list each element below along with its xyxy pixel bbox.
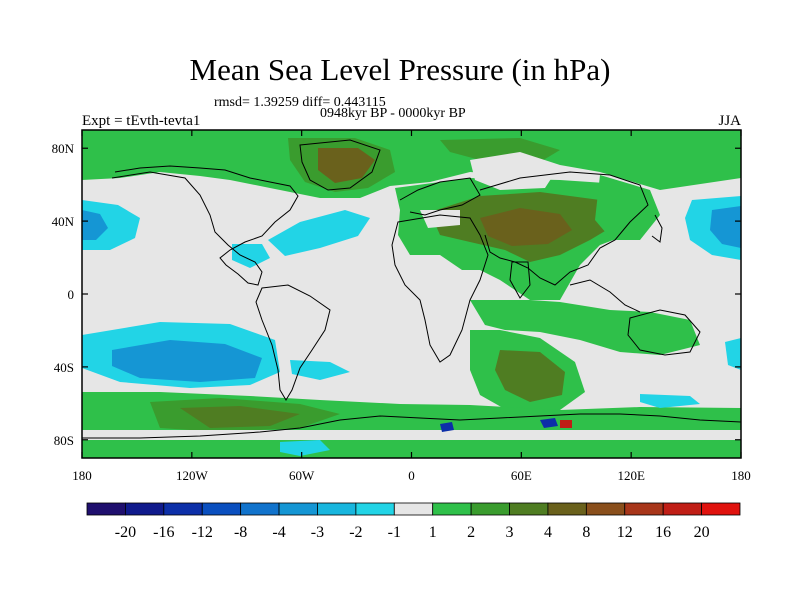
colorbar-level-label: 2 (467, 524, 475, 541)
antarctic-interior (82, 440, 741, 458)
colorbar-level-label: 20 (694, 524, 710, 541)
colorbar-box (585, 502, 626, 516)
colorbar-box (432, 502, 472, 516)
season-label: JJA (718, 113, 741, 129)
india-coast (509, 261, 531, 299)
colorbar-level-label: -1 (388, 524, 401, 541)
siberia-neutral (470, 152, 560, 190)
colorbar-box (278, 502, 318, 516)
australia-south-low (725, 338, 741, 370)
y-axis-ticks: 80N 40N 0 40S 80S (52, 141, 741, 448)
colorbar-level-label: 8 (582, 524, 590, 541)
colorbar-box (393, 502, 434, 516)
south-america-coast (255, 284, 331, 401)
southeast-asia-coast (569, 279, 641, 313)
greenland-coast (299, 139, 381, 191)
colorbar-box (470, 502, 510, 516)
north-pacific-low-east-core (710, 206, 741, 248)
x-tick-label: 120W (176, 468, 209, 483)
colorbar-level-label: 16 (655, 524, 671, 541)
colorbar-box (624, 502, 664, 516)
colorbar-level-label: 4 (544, 524, 552, 541)
south-atlantic-core (495, 350, 565, 402)
colorbar-level-label: 1 (429, 524, 437, 541)
colorbar-level-label: -4 (272, 524, 285, 541)
north-pacific-positive (595, 175, 660, 240)
colorbar-box (509, 502, 549, 516)
australia-coast (627, 309, 701, 356)
rmsd-diff-label: rmsd= 1.39259 diff= 0.443115 (214, 95, 386, 110)
north-pacific-low-west-core (82, 210, 108, 240)
antarctic-dipole-low (540, 418, 558, 428)
south-atlantic-low (290, 360, 350, 380)
antarctic-blue-dot (440, 422, 454, 432)
x-axis-ticks: 180 120W 60W 0 60E 120E 180 (72, 130, 751, 483)
colorbar-labels: -20 -16 -12 -8 -4 -3 -2 -1 1 2 3 4 8 12 16 20 (115, 524, 710, 541)
y-tick-label: 40S (54, 360, 74, 375)
colorbar-level-label: -8 (234, 524, 247, 541)
arctic-positive-region (82, 130, 741, 198)
antarctica-coast (82, 413, 741, 439)
colorbar-box (163, 502, 203, 516)
colorbar-box (547, 502, 587, 516)
colorbar-box (86, 502, 126, 516)
mediterranean-neutral (420, 210, 460, 228)
colorbar-boxes (86, 502, 741, 516)
north-america-coast (111, 165, 299, 286)
southern-ocean-core (180, 406, 300, 428)
x-tick-label: 0 (408, 468, 415, 483)
north-atlantic-low (268, 210, 370, 256)
greenland-core (318, 148, 375, 183)
colorbar-box (355, 502, 395, 516)
colorbar-box (240, 502, 280, 516)
caribbean-low (232, 244, 270, 268)
y-tick-label: 80S (54, 433, 74, 448)
colorbar-level-label: 3 (506, 524, 514, 541)
colorbar-box (125, 502, 165, 516)
coastlines (82, 139, 741, 439)
tibet-core (480, 208, 572, 246)
y-tick-label: 0 (68, 287, 75, 302)
colorbar-level-label: -20 (115, 524, 136, 541)
europe-coast (399, 177, 481, 216)
colorbar-box (317, 502, 357, 516)
colorbar-level-label: -16 (153, 524, 174, 541)
asia-coast (479, 171, 649, 286)
colorbar-level-label: 12 (617, 524, 633, 541)
x-tick-label: 180 (731, 468, 751, 483)
map-field (82, 130, 741, 458)
x-tick-label: 180 (72, 468, 92, 483)
chart-title: Mean Sea Level Pressure (in hPa) (189, 52, 611, 87)
experiment-label: Expt = tEvth-tevta1 (82, 113, 201, 129)
y-tick-label: 80N (52, 141, 75, 156)
colorbar-box (701, 502, 741, 516)
colorbar-box (662, 502, 702, 516)
y-tick-label: 40N (52, 214, 75, 229)
antarctic-dipole-high (560, 420, 572, 428)
colorbar-level-label: -12 (192, 524, 213, 541)
x-tick-label: 120E (617, 468, 645, 483)
japan-coast (651, 214, 663, 243)
indian-ocean-positive (470, 300, 700, 355)
colorbar-box (201, 502, 242, 516)
period-label: 0948kyr BP - 0000kyr BP (320, 106, 466, 121)
x-tick-label: 60E (511, 468, 532, 483)
south-pacific-low-core (112, 340, 262, 382)
x-tick-label: 60W (289, 468, 315, 483)
southern-patch-low (640, 394, 700, 408)
antarctic-low-patch (280, 440, 330, 456)
colorbar-level-label: -2 (349, 524, 362, 541)
africa-coast (391, 214, 489, 363)
colorbar-level-label: -3 (311, 524, 324, 541)
